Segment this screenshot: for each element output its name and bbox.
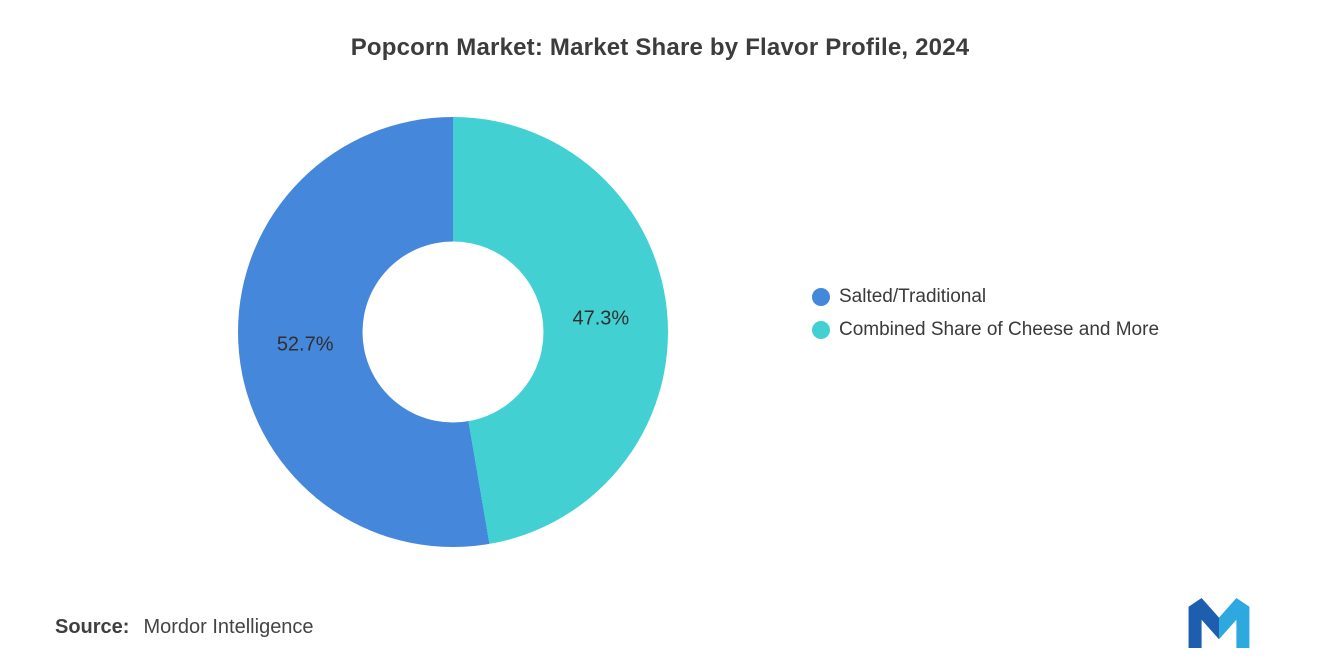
- slice-label: 47.3%: [572, 307, 630, 330]
- legend-item-cheese: Combined Share of Cheese and More: [812, 319, 1159, 341]
- source-line: Source: Mordor Intelligence: [55, 616, 314, 639]
- donut-chart-area: 47.3% 52.7%: [238, 117, 668, 547]
- slice-label: 52.7%: [276, 333, 334, 356]
- source-prefix: Source:: [55, 616, 130, 638]
- legend-item-salted: Salted/Traditional: [812, 286, 1159, 308]
- legend-label-salted: Salted/Traditional: [839, 286, 987, 307]
- legend-label-cheese: Combined Share of Cheese and More: [839, 319, 1160, 340]
- source-name: Mordor Intelligence: [143, 616, 314, 638]
- legend-marker-cheese: [812, 321, 830, 339]
- donut-hole: [362, 241, 544, 423]
- legend-marker-salted: [812, 288, 830, 306]
- mordor-intelligence-logo: [1188, 598, 1250, 648]
- chart-title: Popcorn Market: Market Share by Flavor P…: [350, 34, 970, 61]
- legend: Salted/Traditional Combined Share of Che…: [812, 286, 1159, 341]
